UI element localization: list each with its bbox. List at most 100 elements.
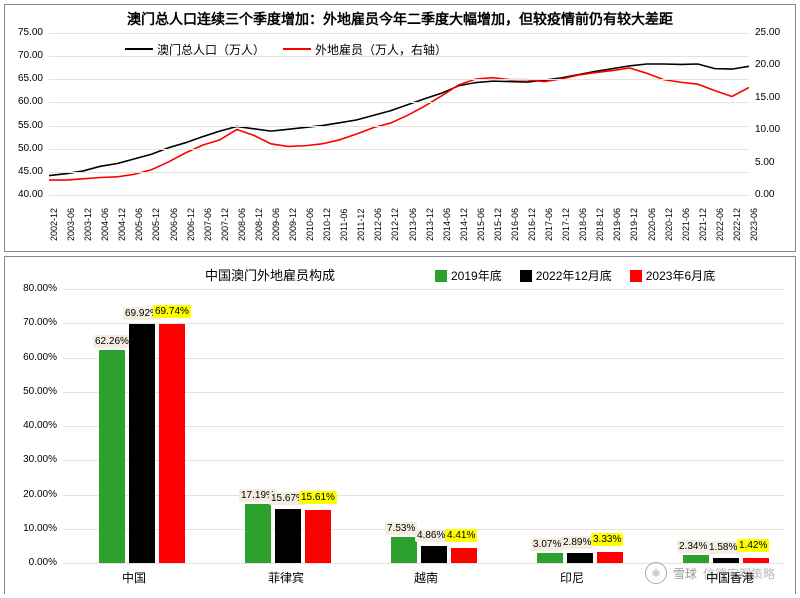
y-left-tick: 50.00 <box>18 143 43 154</box>
bar <box>305 510 331 563</box>
bar <box>567 553 593 563</box>
x-tick: 2014-06 <box>442 208 452 241</box>
x-tick: 2003-12 <box>83 208 93 241</box>
x-tick: 2011-12 <box>356 209 366 241</box>
x-tick: 2020-12 <box>664 208 674 241</box>
x-tick: 2017-06 <box>544 208 554 241</box>
x-tick: 2012-06 <box>373 208 383 241</box>
x-tick: 2004-06 <box>100 208 110 241</box>
y-right-tick: 20.00 <box>755 59 780 70</box>
x-tick: 2005-06 <box>134 208 144 241</box>
top-chart-plot-area <box>49 33 749 195</box>
y-left-tick: 40.00 <box>18 189 43 200</box>
x-tick: 2015-12 <box>493 208 503 241</box>
x-tick: 2017-12 <box>561 208 571 241</box>
bar <box>597 552 623 563</box>
x-tick: 2002-12 <box>49 208 59 241</box>
x-tick: 2019-06 <box>612 208 622 241</box>
bar <box>537 553 563 564</box>
x-tick: 2006-06 <box>169 208 179 241</box>
y-tick: 10.00% <box>23 523 57 534</box>
y-tick: 0.00% <box>29 557 57 568</box>
x-tick: 2022-12 <box>732 208 742 241</box>
x-tick: 2007-06 <box>203 208 213 241</box>
y-tick: 30.00% <box>23 454 57 465</box>
x-tick: 2021-06 <box>681 208 691 241</box>
y-right-tick: 15.00 <box>755 92 780 103</box>
x-tick: 2020-06 <box>647 208 657 241</box>
x-tick: 2008-06 <box>237 208 247 241</box>
x-tick: 2006-12 <box>186 208 196 241</box>
bar-value-label: 2.34% <box>677 540 709 553</box>
bar-value-label: 1.58% <box>707 541 739 554</box>
x-tick: 2009-12 <box>288 208 298 241</box>
x-tick: 2019-12 <box>629 208 639 241</box>
x-tick: 2015-06 <box>476 208 486 241</box>
bar <box>245 504 271 563</box>
bar <box>451 548 477 563</box>
bar <box>129 324 155 563</box>
bar-value-label: 69.74% <box>153 305 191 318</box>
x-tick: 2007-12 <box>220 208 230 241</box>
x-tick: 2011-06 <box>339 209 349 241</box>
y-tick: 50.00% <box>23 386 57 397</box>
category-label: 印尼 <box>560 569 584 586</box>
bar-value-label: 1.42% <box>737 539 769 552</box>
bar <box>275 509 301 563</box>
snowball-icon: ❄ <box>645 562 667 584</box>
y-tick: 70.00% <box>23 317 57 328</box>
bar-value-label: 15.61% <box>299 491 337 504</box>
x-tick: 2014-12 <box>459 208 469 241</box>
x-tick: 2013-12 <box>425 208 435 241</box>
legend-item: 2019年底 <box>435 267 502 284</box>
y-left-tick: 75.00 <box>18 27 43 38</box>
x-tick: 2009-06 <box>271 208 281 241</box>
x-tick: 2016-12 <box>527 208 537 241</box>
bar <box>159 324 185 563</box>
category-label: 越南 <box>414 569 438 586</box>
bar-value-label: 7.53% <box>385 522 417 535</box>
x-tick: 2010-06 <box>305 208 315 241</box>
category-label: 菲律宾 <box>268 569 304 586</box>
bar-value-label: 4.41% <box>445 529 477 542</box>
category-label: 中国 <box>122 569 146 586</box>
x-tick: 2003-06 <box>66 208 76 241</box>
population-line-chart: 澳门总人口连续三个季度增加：外地雇员今年二季度大幅增加，但较疫情前仍有较大差距 … <box>4 4 796 252</box>
x-tick: 2004-12 <box>117 208 127 241</box>
y-left-tick: 60.00 <box>18 96 43 107</box>
bottom-chart-legend: 2019年底 2022年12月底 2023年6月底 <box>435 267 733 287</box>
x-tick: 2023-06 <box>749 208 759 241</box>
x-tick: 2021-12 <box>698 208 708 241</box>
y-right-tick: 0.00 <box>755 189 774 200</box>
top-chart-lines <box>49 33 749 195</box>
x-tick: 2016-06 <box>510 208 520 241</box>
bar-value-label: 3.07% <box>531 538 563 551</box>
top-chart-title: 澳门总人口连续三个季度增加：外地雇员今年二季度大幅增加，但较疫情前仍有较大差距 <box>5 9 795 29</box>
bar-value-label: 62.26% <box>93 335 131 348</box>
legend-item: 2022年12月底 <box>520 267 612 284</box>
x-tick: 2008-12 <box>254 208 264 241</box>
series-line <box>49 68 749 180</box>
x-tick: 2018-12 <box>595 208 605 241</box>
y-tick: 60.00% <box>23 352 57 363</box>
y-left-tick: 65.00 <box>18 73 43 84</box>
y-right-tick: 10.00 <box>755 124 780 135</box>
y-left-tick: 45.00 <box>18 166 43 177</box>
x-tick: 2018-06 <box>578 208 588 241</box>
bar-value-label: 2.89% <box>561 536 593 549</box>
legend-item: 2023年6月底 <box>630 267 715 284</box>
x-tick: 2022-06 <box>715 208 725 241</box>
bar <box>421 546 447 563</box>
x-tick: 2010-12 <box>322 208 332 241</box>
composition-bar-chart: 中国澳门外地雇员构成 2019年底 2022年12月底 2023年6月底 62.26… <box>4 256 796 594</box>
y-right-tick: 5.00 <box>755 157 774 168</box>
x-tick: 2005-12 <box>151 208 161 241</box>
bottom-chart-title: 中国澳门外地雇员构成 <box>205 265 335 284</box>
y-right-tick: 25.00 <box>755 27 780 38</box>
y-left-tick: 55.00 <box>18 120 43 131</box>
bar-value-label: 3.33% <box>591 533 623 546</box>
y-tick: 20.00% <box>23 489 57 500</box>
y-left-tick: 70.00 <box>18 50 43 61</box>
y-tick: 80.00% <box>23 283 57 294</box>
x-tick: 2013-06 <box>408 208 418 241</box>
